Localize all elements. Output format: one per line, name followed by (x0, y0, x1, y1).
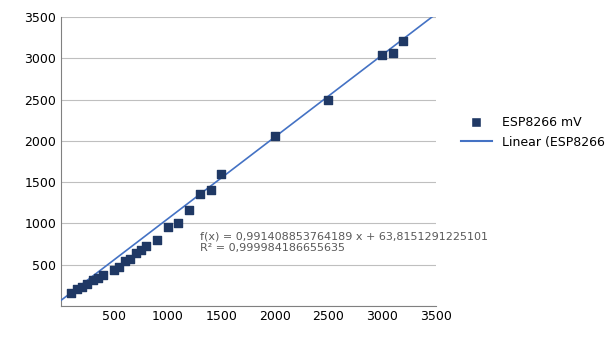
Point (93, 275, 103, 280)
Point (125, 256, 135, 262)
Text: f(x) = 0,991408853764189 x + 63,8151291225101
R² = 0,999984186655635: f(x) = 0,991408853764189 x + 63,81512912… (200, 232, 488, 253)
Point (163, 224, 172, 230)
Point (270, 133, 280, 139)
Point (136, 247, 146, 253)
Point (114, 265, 124, 270)
Point (377, 52, 387, 58)
Point (206, 188, 215, 193)
Point (217, 171, 226, 176)
Point (185, 207, 194, 213)
Point (110, 268, 119, 273)
Point (120, 258, 129, 263)
Point (88, 278, 97, 283)
Point (324, 97, 333, 102)
Point (72, 287, 82, 292)
Point (67, 290, 76, 295)
Point (82, 281, 92, 286)
Point (174, 221, 183, 226)
Point (195, 191, 204, 197)
Point (152, 237, 162, 243)
Point (399, 38, 408, 44)
Point (142, 243, 151, 249)
Point (131, 251, 140, 256)
Point (388, 51, 397, 56)
Point (99, 272, 108, 277)
Point (77, 284, 87, 290)
Legend: ESP8266 mV, Linear (ESP8266 mV): ESP8266 mV, Linear (ESP8266 mV) (460, 117, 605, 149)
